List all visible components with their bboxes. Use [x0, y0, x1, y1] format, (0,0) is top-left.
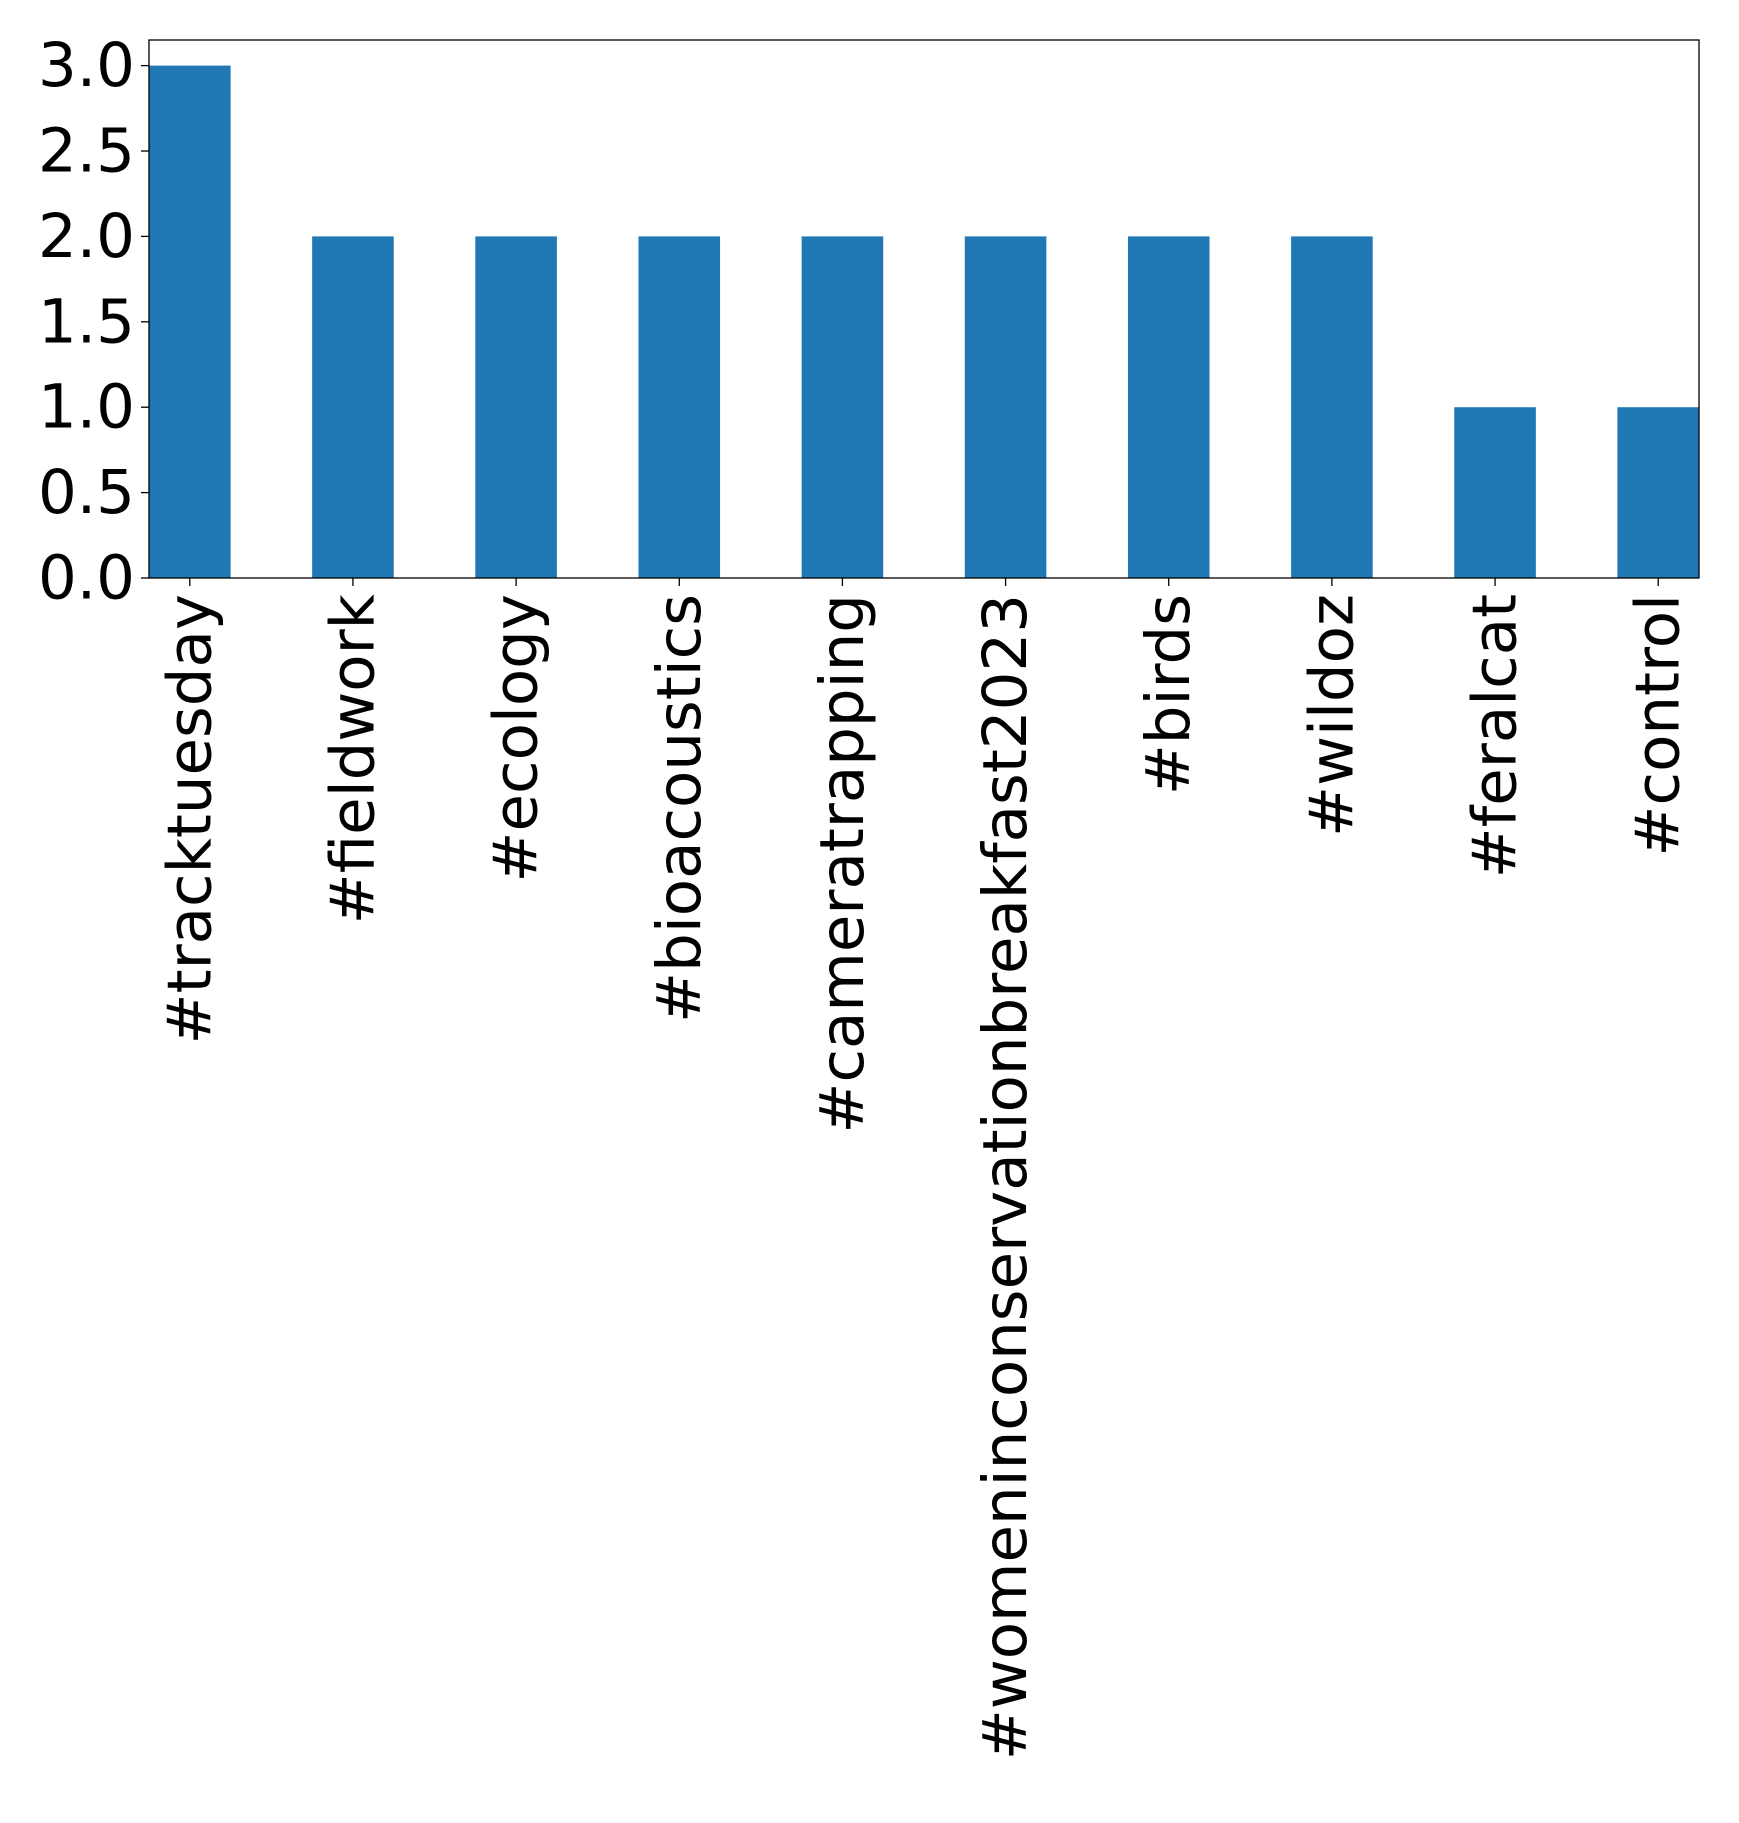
x-tick-label-tracktuesday: #tracktuesday: [154, 594, 225, 1044]
y-tick-label: 3.0: [38, 30, 135, 101]
x-axis: #tracktuesday #fieldwork #ecology #bioacous…: [154, 578, 1694, 1760]
y-tick-label: 2.5: [38, 116, 135, 187]
x-tick-label-cameratrapping: #cameratrapping: [807, 594, 878, 1134]
x-tick-label-fieldwork: #fieldwork: [317, 593, 388, 924]
y-tick-label: 1.5: [38, 286, 135, 357]
bar-fieldwork: [312, 236, 394, 578]
x-tick-label-birds: #birds: [1133, 594, 1204, 795]
plot-frame: [148, 39, 1700, 579]
bar-ecology: [475, 236, 557, 578]
x-tick-label-womeninconservationbreakfast2023: #womeninconservationbreakfast2023: [970, 594, 1041, 1760]
x-tick-label-control: #control: [1623, 594, 1694, 857]
bar-cameratrapping: [801, 236, 884, 578]
bar-feralcat: [1454, 407, 1536, 578]
x-tick-label-wildoz: #wildoz: [1296, 594, 1367, 837]
x-tick-label-feralcat: #feralcat: [1460, 594, 1531, 878]
bar-wildoz: [1291, 236, 1373, 578]
bar-birds: [1127, 236, 1210, 578]
y-tick-label: 0.0: [38, 543, 135, 614]
x-tick-label-bioacoustics: #bioacoustics: [644, 594, 715, 1023]
bar-tracktuesday: [149, 65, 231, 579]
bar-womeninconservationbreakfast2023: [964, 236, 1047, 578]
y-axis: 0.0 0.5 1.0 1.5 2.0 2.5 3.0: [38, 30, 149, 614]
bar-bioacoustics: [638, 236, 721, 578]
y-tick-label: 1.0: [38, 372, 135, 443]
y-tick-label: 0.5: [38, 457, 135, 528]
bar-control: [1617, 407, 1699, 578]
y-tick-label: 2.0: [38, 201, 135, 272]
bars-group: [149, 65, 1699, 579]
x-tick-label-ecology: #ecology: [481, 594, 552, 883]
